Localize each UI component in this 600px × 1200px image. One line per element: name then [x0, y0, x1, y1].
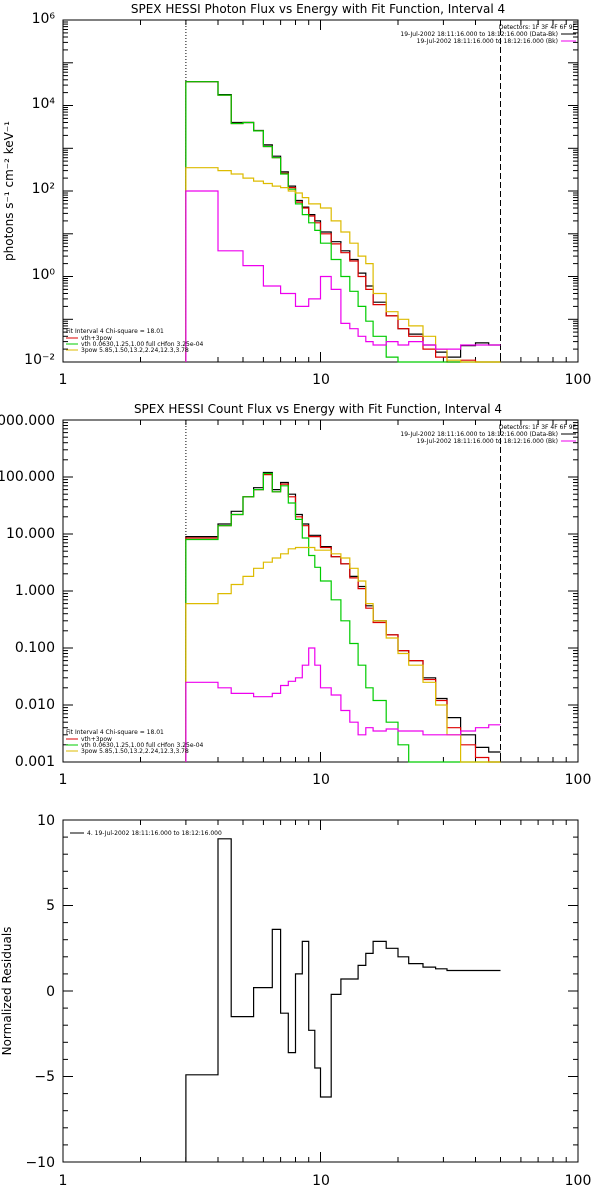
series-vth-line — [185, 472, 501, 763]
series-data-line — [185, 471, 501, 762]
x-tick-label: 1 — [59, 372, 68, 388]
series-fit-line — [185, 474, 501, 763]
y-tick-label: 0.010 — [15, 697, 55, 713]
legend-detectors: Detectors: 1F 3F 4F 6F 9F — [499, 424, 577, 431]
legend-bk: 19-Jul-2002 18:11:16.000 to 18:12:16.000… — [417, 38, 558, 45]
series-background-line — [185, 190, 501, 362]
y-tick-label: 1.000 — [15, 583, 55, 599]
chart-title: SPEX HESSI Photon Flux vs Energy with Fi… — [131, 2, 505, 16]
y-tick-label: 5 — [46, 898, 55, 914]
residuals-panel: 1 10 100 −10 −5 0 5 10 Normalized Residu… — [0, 813, 591, 1189]
series-vth-line — [185, 81, 501, 363]
legend-fit-interval: Fit Interval 4 Chi-square = 18.01 — [66, 729, 164, 736]
plot-frame — [62, 819, 579, 1163]
y-tick-label: 10⁻² — [24, 352, 55, 368]
x-tick-label: 1 — [59, 772, 68, 788]
y-axis-label: Normalized Residuals — [0, 927, 14, 1056]
legend-data-bk: 19-Jul-2002 18:11:16.000 to 18:12:16.000… — [400, 431, 558, 438]
x-tick-label: 100 — [565, 372, 592, 388]
x-tick-label: 10 — [312, 372, 330, 388]
y-tick-label: 10⁴ — [32, 96, 56, 112]
chart-marks — [62, 819, 579, 1163]
y-tick-label: 10 — [37, 813, 55, 829]
chart-marks — [62, 19, 579, 363]
y-tick-label: −10 — [25, 1155, 55, 1171]
legend-3pow: 3pow 5.85,1.50,13.2,2.24,12.3,3.78 — [81, 347, 189, 354]
y-tick-label: 0.001 — [15, 754, 55, 770]
legend-data-bk: 19-Jul-2002 18:11:16.000 to 18:12:16.000… — [400, 31, 558, 38]
y-tick-label: 10⁰ — [32, 267, 56, 283]
y-tick-label: −5 — [34, 1069, 55, 1085]
x-tick-label: 1 — [59, 1173, 68, 1189]
y-tick-label: 10.000 — [6, 526, 55, 542]
chart-marks — [62, 419, 579, 763]
series-residuals-line — [185, 838, 501, 1162]
legend-bk: 19-Jul-2002 18:11:16.000 to 18:12:16.000… — [417, 438, 558, 445]
chart-title: SPEX HESSI Count Flux vs Energy with Fit… — [134, 402, 502, 416]
photon-flux-panel: SPEX HESSI Photon Flux vs Energy with Fi… — [2, 2, 591, 388]
legend-fit: vth+3pow — [81, 736, 112, 743]
legend-interval: 4. 19-Jul-2002 18:11:16.000 to 18:12:16.… — [87, 830, 222, 837]
legend-vth: vth 0.0630,1.25,1.00 full cHfon 3.25e-04 — [81, 341, 204, 348]
x-tick-label: 100 — [565, 772, 592, 788]
legend-vth: vth 0.0630,1.25,1.00 full cHfon 3.25e-04 — [81, 742, 204, 749]
x-tick-label: 100 — [565, 1173, 592, 1189]
y-axis-label: photons s⁻¹ cm⁻² keV⁻¹ — [2, 121, 16, 261]
legend-fit-interval: Fit Interval 4 Chi-square = 18.01 — [66, 328, 164, 335]
x-tick-label: 10 — [312, 772, 330, 788]
x-tick-label: 10 — [312, 1173, 330, 1189]
y-tick-label: 10² — [32, 181, 55, 197]
series-3pow-line — [185, 546, 501, 763]
legend-detectors: Detectors: 1F 3F 4F 6F 9F — [499, 24, 577, 31]
series-3pow-line — [185, 167, 501, 363]
y-tick-label: 10⁶ — [32, 11, 56, 27]
series-background-line — [185, 647, 501, 762]
legend-fit: vth+3pow — [81, 335, 112, 342]
y-tick-label: 100.000 — [0, 469, 55, 485]
y-tick-label: 0 — [46, 984, 55, 1000]
count-flux-panel: SPEX HESSI Count Flux vs Energy with Fit… — [0, 402, 591, 788]
y-tick-label: 0.100 — [15, 640, 55, 656]
legend-3pow: 3pow 5.85,1.50,13.2,2.24,12.3,3.78 — [81, 748, 189, 755]
